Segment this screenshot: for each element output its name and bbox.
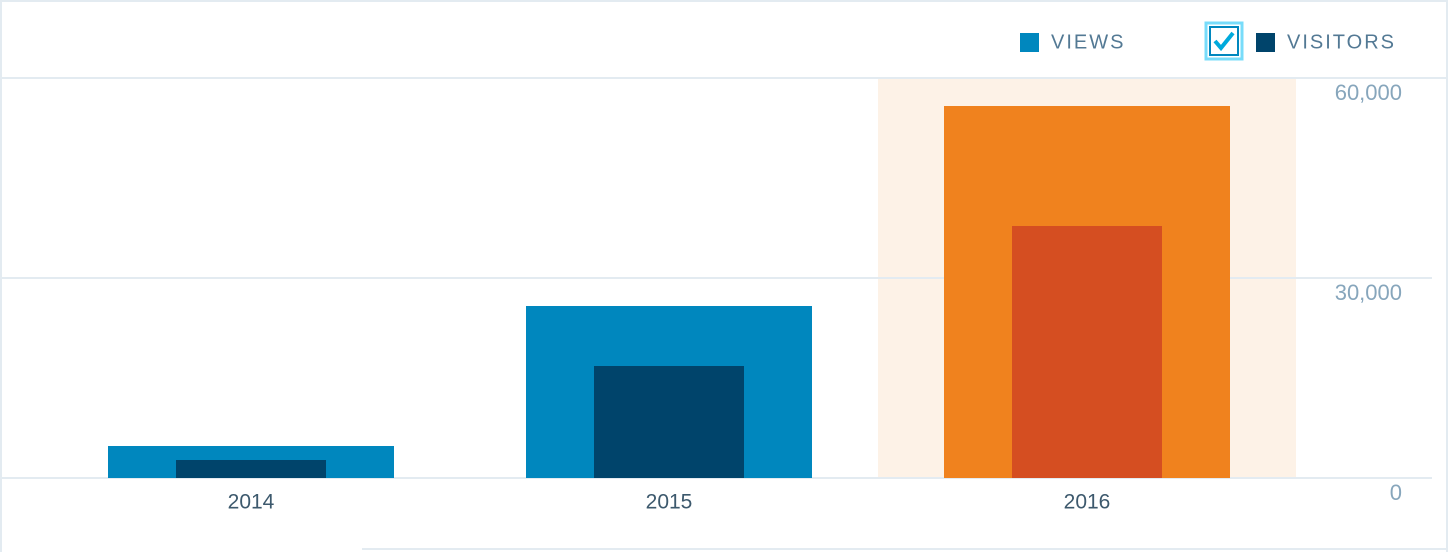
checkbox[interactable] — [1209, 26, 1239, 56]
bar — [176, 460, 326, 478]
legend: VIEWS VISITORS — [1020, 21, 1396, 61]
legend-swatch — [1020, 33, 1039, 52]
legend-swatch — [1256, 33, 1275, 52]
bar — [1012, 226, 1162, 478]
y-tick-label: 30,000 — [1335, 280, 1402, 305]
legend-label: VIEWS — [1051, 31, 1125, 53]
legend-label: VISITORS — [1287, 31, 1396, 53]
bar — [594, 366, 744, 478]
x-tick-label: 2014 — [228, 491, 275, 514]
y-tick-label: 60,000 — [1335, 80, 1402, 105]
x-tick-label: 2016 — [1064, 491, 1111, 514]
checkmark — [1213, 31, 1235, 52]
x-tick-label: 2015 — [646, 491, 693, 514]
y-tick-label: 0 — [1390, 480, 1402, 505]
